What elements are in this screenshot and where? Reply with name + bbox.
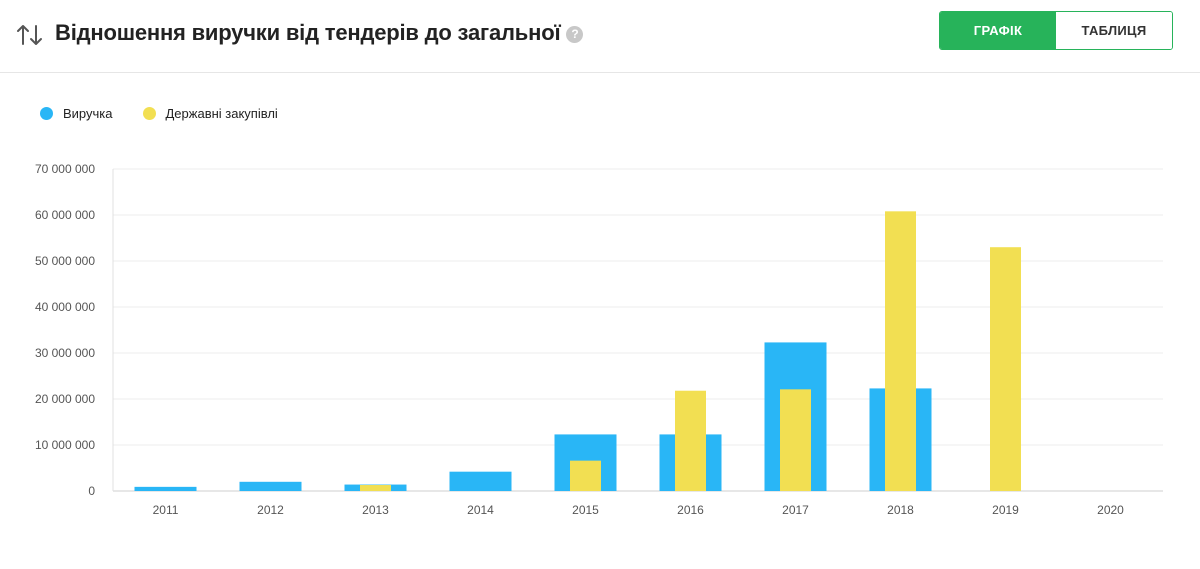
legend-dot-procurement <box>142 107 156 120</box>
page-title-text: Відношення виручки від тендерів до загал… <box>55 20 561 45</box>
procurement-bar <box>885 211 916 491</box>
table-view-button[interactable]: ТАБЛИЦЯ <box>1056 12 1172 49</box>
x-tick-label: 2012 <box>257 503 284 517</box>
revenue-bar <box>134 486 197 491</box>
y-tick-label: 70 000 000 <box>35 162 95 176</box>
x-tick-label: 2019 <box>992 503 1019 517</box>
legend-item-procurement[interactable]: Державні закупівлі <box>142 106 278 121</box>
chart-view-button[interactable]: ГРАФІК <box>940 12 1056 49</box>
x-tick-label: 2014 <box>467 503 494 517</box>
y-tick-label: 0 <box>88 484 95 498</box>
x-tick-label: 2017 <box>782 503 809 517</box>
x-tick-label: 2013 <box>362 503 389 517</box>
help-icon[interactable]: ? <box>566 26 584 43</box>
procurement-bar <box>570 460 601 491</box>
x-tick-label: 2015 <box>572 503 599 517</box>
y-tick-label: 10 000 000 <box>35 438 95 452</box>
y-tick-label: 60 000 000 <box>35 208 95 222</box>
revenue-bar <box>449 471 512 491</box>
procurement-bar <box>675 390 706 491</box>
view-toggle: ГРАФІК ТАБЛИЦЯ <box>939 11 1173 50</box>
legend-item-revenue[interactable]: Виручка <box>40 106 113 121</box>
x-tick-label: 2018 <box>887 503 914 517</box>
y-tick-label: 20 000 000 <box>35 392 95 406</box>
y-tick-label: 30 000 000 <box>35 346 95 360</box>
legend-label-revenue: Виручка <box>63 106 113 121</box>
legend-label-procurement: Державні закупівлі <box>165 106 278 121</box>
chart-header: Відношення виручки від тендерів до загал… <box>0 0 1200 73</box>
procurement-bar <box>780 389 811 491</box>
x-tick-label: 2011 <box>153 503 179 517</box>
legend-dot-revenue <box>40 107 53 120</box>
chart-legend: Виручка Державні закупівлі <box>40 106 308 121</box>
procurement-bar <box>990 247 1021 491</box>
procurement-bar <box>360 485 391 491</box>
sort-arrows-icon[interactable] <box>16 22 44 48</box>
x-tick-label: 2020 <box>1097 503 1124 517</box>
bar-chart: 0 10 000 000 20 000 000 30 000 000 40 000 00… <box>35 162 1163 517</box>
y-tick-label: 40 000 000 <box>35 300 95 314</box>
x-tick-label: 2016 <box>677 503 704 517</box>
revenue-bar <box>239 481 302 491</box>
page-title: Відношення виручки від тендерів до загал… <box>55 20 584 46</box>
y-tick-label: 50 000 000 <box>35 254 95 268</box>
